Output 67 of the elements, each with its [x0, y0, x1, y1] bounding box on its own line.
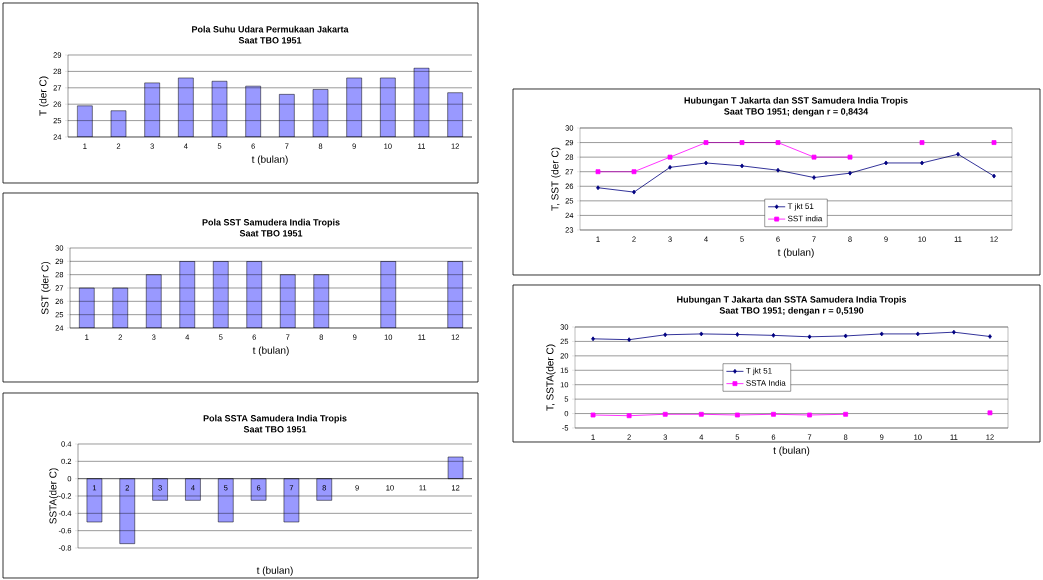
chart-subtitle: Saat TBO 1951: [239, 230, 303, 237]
chart-subtitle: Saat TBO 1951; dengan r = 0,8434: [724, 108, 869, 117]
point: [595, 169, 601, 175]
point: [956, 151, 960, 157]
point: [740, 163, 744, 169]
point: [698, 411, 704, 417]
y-axis-title: T (der C): [39, 76, 49, 116]
x-axis-title: t (bulan): [252, 346, 289, 356]
point: [920, 160, 924, 166]
point: [812, 175, 816, 180]
point: [596, 185, 600, 191]
chart-title: Pola Suhu Udara Permukaan Jakarta: [192, 25, 349, 33]
y-axis-title: SSTA(der C): [49, 468, 59, 524]
point: [771, 332, 776, 338]
point: [807, 412, 812, 418]
point: [590, 412, 596, 418]
point: [775, 140, 781, 145]
chart-title: Hubungan T Jakarta dan SST Samudera India Tropis: [684, 97, 908, 106]
point: [632, 189, 636, 195]
point: [915, 331, 920, 337]
point: [843, 411, 849, 417]
legend-label: SST india: [787, 215, 823, 222]
point: [699, 331, 704, 337]
y-axis-title: T, SSTA(der C): [546, 344, 556, 411]
point: [991, 140, 997, 145]
point: [987, 410, 993, 416]
point: [626, 413, 632, 419]
x-axis-title: t (bulan): [777, 248, 814, 258]
point: [667, 154, 673, 160]
point: [776, 167, 780, 173]
point: [662, 411, 668, 417]
chart-title: Pola SST Samudera India Tropis: [202, 218, 340, 228]
point: [951, 329, 956, 335]
point: [843, 333, 848, 339]
point: [771, 411, 776, 417]
point: [988, 334, 992, 339]
point: [919, 140, 925, 145]
y-axis-title: T, SST (der C): [551, 147, 561, 211]
x-axis-title: t (bulan): [773, 446, 810, 456]
point: [668, 164, 672, 170]
chart-subtitle: Saat TBO 1951: [238, 37, 302, 44]
point: [663, 332, 668, 338]
x-axis-title: t (bulan): [256, 566, 293, 576]
point: [591, 336, 595, 342]
point: [848, 170, 852, 176]
point: [879, 331, 884, 337]
point: [704, 160, 708, 166]
point: [734, 412, 740, 418]
legend-label: T jkt 51: [787, 203, 814, 211]
chart-subtitle: Saat TBO 1951: [243, 426, 307, 433]
point: [807, 334, 812, 340]
point: [739, 140, 745, 145]
point: [992, 173, 996, 179]
chart-title: Hubungan T Jakarta dan SSTA Samudera India Tropis: [677, 296, 907, 305]
point: [847, 154, 853, 160]
legend-label: SSTA India: [746, 379, 786, 386]
point: [703, 140, 709, 145]
point: [811, 154, 817, 160]
point: [735, 332, 740, 337]
point: [631, 169, 637, 175]
point: [627, 337, 632, 343]
x-axis-title: t (bulan): [251, 155, 288, 165]
chart-subtitle: Saat TBO 1951; dengan r = 0,5190: [719, 307, 864, 316]
legend-label: T jkt 51: [746, 367, 772, 376]
y-axis-title: SST (der C): [41, 261, 51, 315]
chart-title: Pola SSTA Samudera India Tropis: [203, 414, 347, 424]
point: [884, 160, 888, 166]
